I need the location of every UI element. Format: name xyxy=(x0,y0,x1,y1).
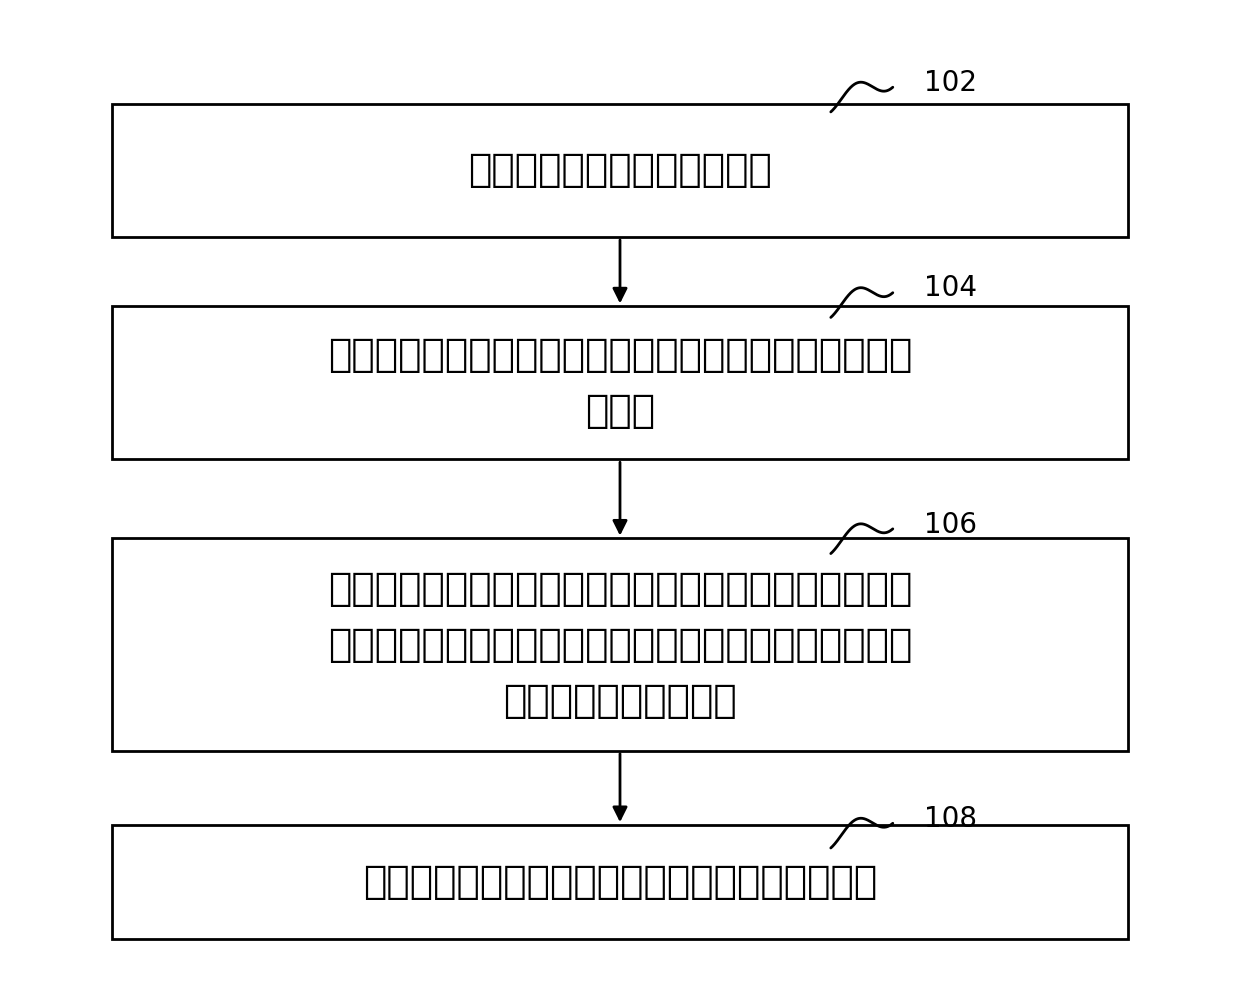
Text: 108: 108 xyxy=(924,805,977,833)
Bar xyxy=(112,538,1128,751)
Text: 104: 104 xyxy=(924,275,977,302)
Bar xyxy=(112,104,1128,237)
Text: 106: 106 xyxy=(924,511,977,538)
Text: 根据日志记录统计每个业务接口的平均响应时长和平均调
用频率: 根据日志记录统计每个业务接口的平均响应时长和平均调 用频率 xyxy=(327,336,913,430)
Text: 根据目标缓存时长缓存与业务标识对应的业务数据: 根据目标缓存时长缓存与业务标识对应的业务数据 xyxy=(363,863,877,901)
Text: 102: 102 xyxy=(924,69,977,97)
Text: 获取预设时间段内的日志记录: 获取预设时间段内的日志记录 xyxy=(467,151,773,190)
Bar xyxy=(112,306,1128,459)
Text: 获取每个业务接口对应的业务标识，根据每个业务接口的
平均响应时长和平均调用频率调整业务标识对应的缓存时
长，得到目标缓存时长: 获取每个业务接口对应的业务标识，根据每个业务接口的 平均响应时长和平均调用频率调… xyxy=(327,570,913,719)
Bar xyxy=(112,825,1128,939)
